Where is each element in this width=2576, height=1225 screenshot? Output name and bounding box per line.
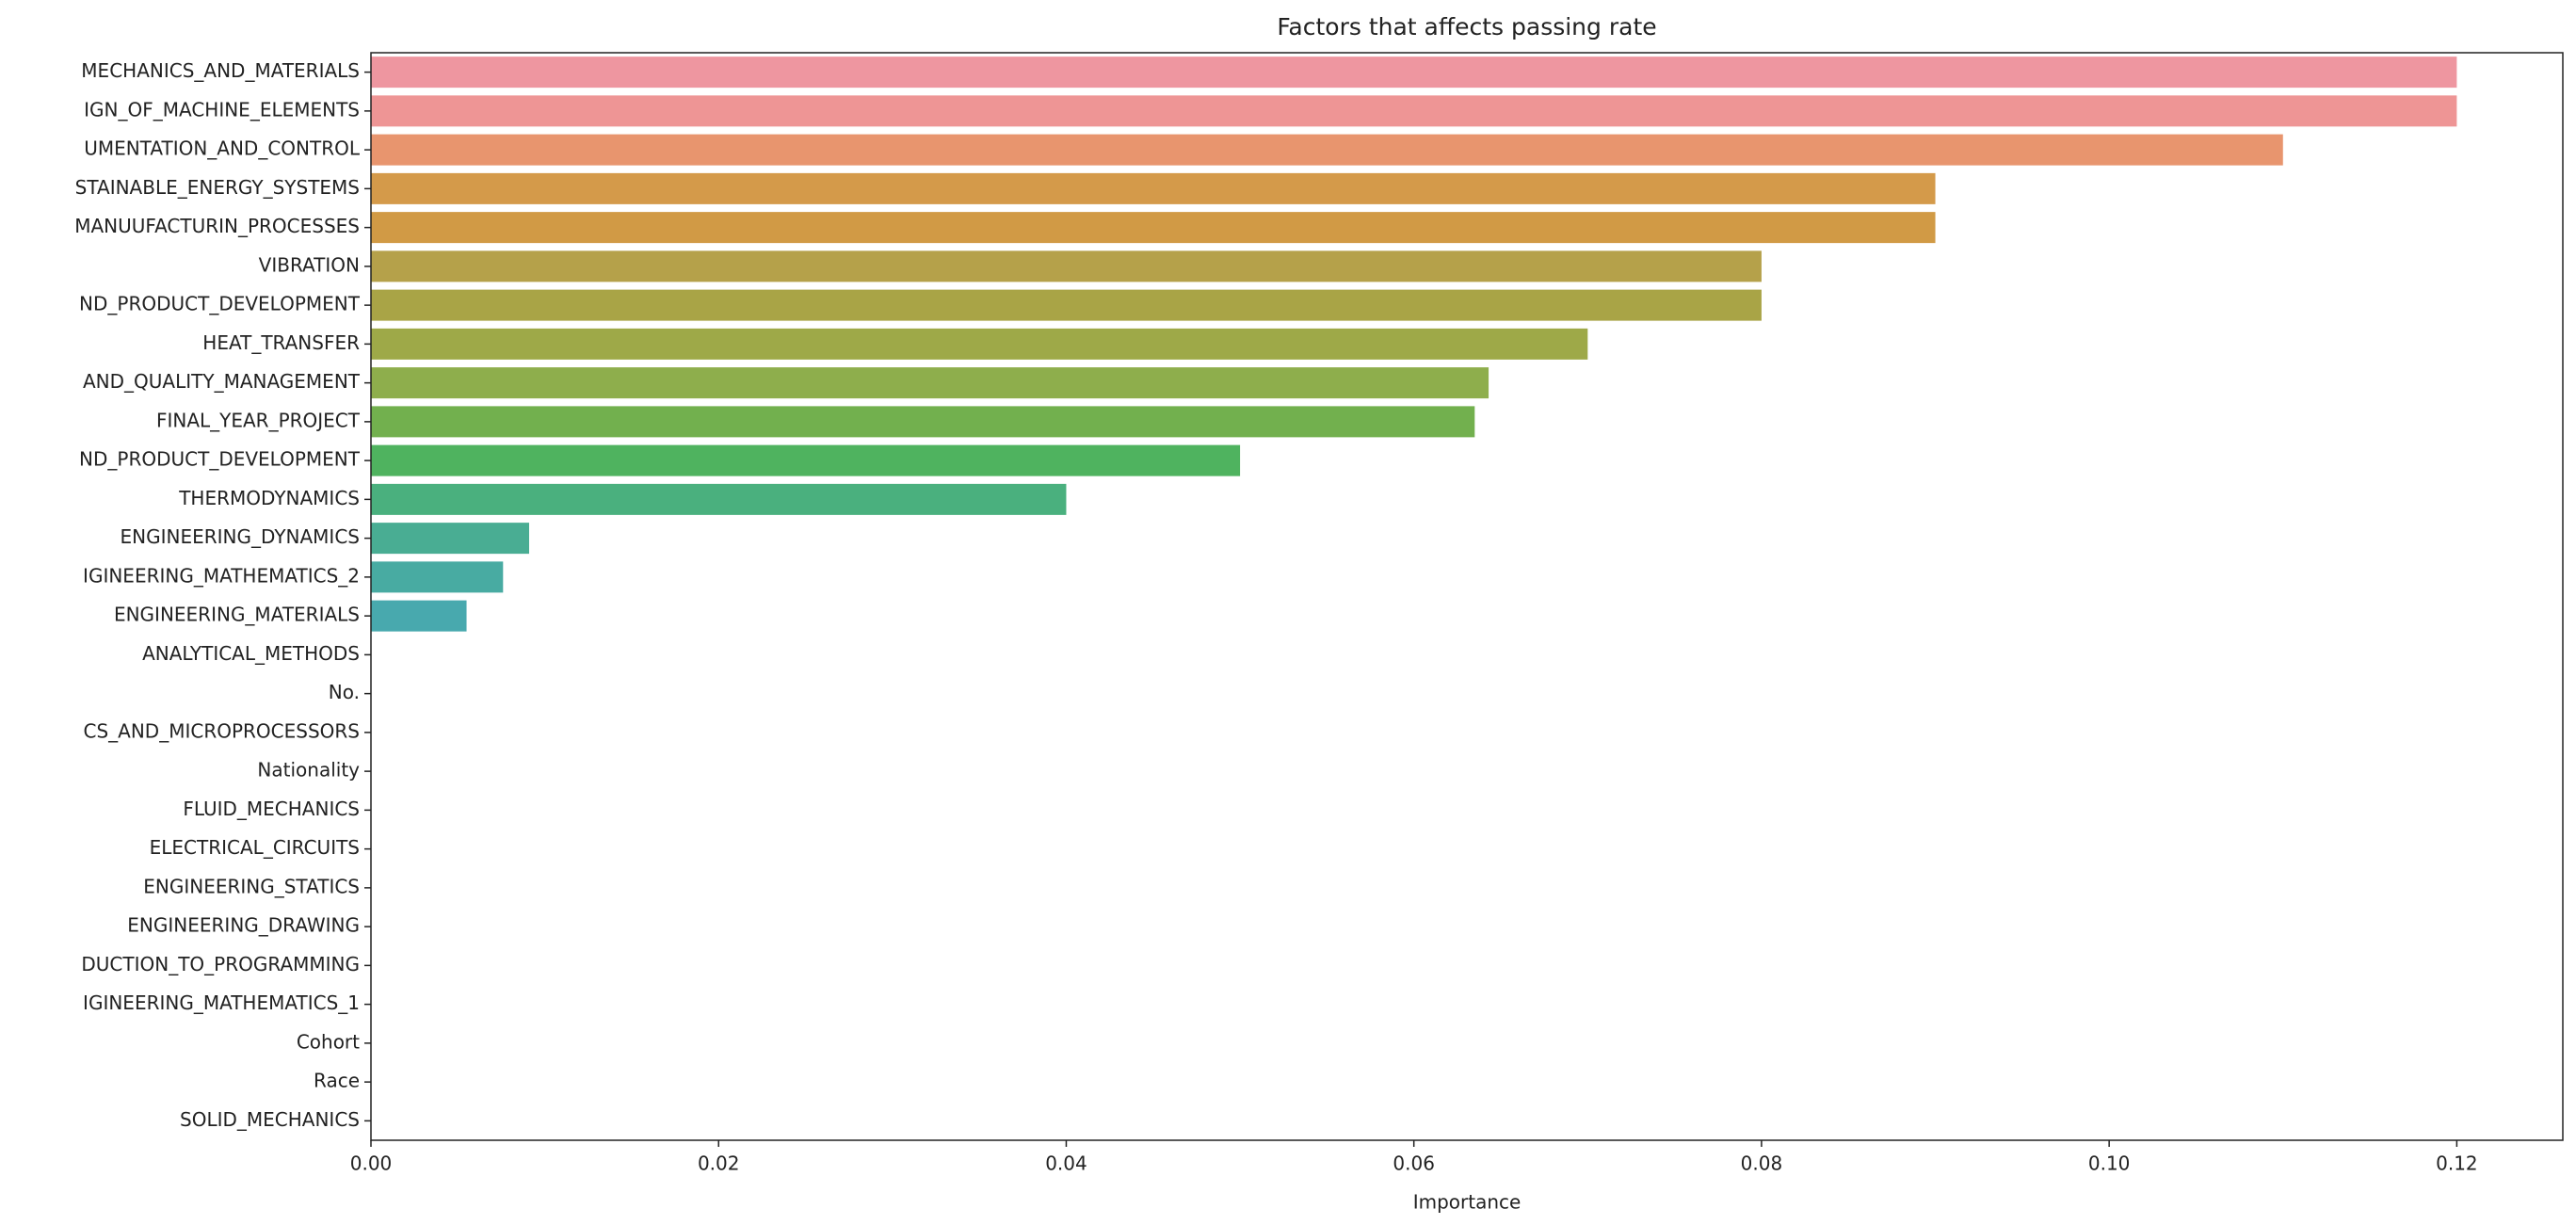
x-tick-label: 0.08 <box>1741 1152 1783 1175</box>
x-tick-label: 0.04 <box>1045 1152 1087 1175</box>
bar <box>371 328 1588 360</box>
y-tick-label: ND_PRODUCT_DEVELOPMENT <box>79 448 361 471</box>
y-tick-label: MECHANICS_AND_MATERIALS <box>81 59 360 82</box>
y-tick-label: VIBRATION <box>259 253 360 276</box>
bar <box>371 561 504 593</box>
bar <box>371 367 1489 399</box>
y-tick-label: ELECTRICAL_CIRCUITS <box>150 836 360 859</box>
y-tick-label: ENGINEERING_DRAWING <box>127 914 360 937</box>
bar <box>371 406 1475 438</box>
y-tick-label: FINAL_YEAR_PROJECT <box>156 409 361 431</box>
bar <box>371 250 1762 282</box>
chart-title: Factors that affects passing rate <box>1277 13 1656 40</box>
y-tick-label: No. <box>329 681 360 703</box>
y-tick-label: IGN_OF_MACHINE_ELEMENTS <box>84 98 360 121</box>
y-tick-label: THERMODYNAMICS <box>178 487 360 509</box>
y-tick-label: MANUUFACTURIN_PROCESSES <box>74 215 360 237</box>
bar <box>371 289 1762 321</box>
y-tick-label: Nationality <box>257 759 360 782</box>
x-tick-label: 0.10 <box>2088 1152 2131 1175</box>
bar <box>371 134 2283 166</box>
x-tick-label: 0.06 <box>1393 1152 1435 1175</box>
y-tick-label: IGINEERING_MATHEMATICS_2 <box>83 564 360 587</box>
bar <box>371 56 2457 89</box>
y-tick-label: ENGINEERING_STATICS <box>143 875 360 897</box>
x-tick-label: 0.00 <box>350 1152 393 1175</box>
y-tick-label: Race <box>314 1070 360 1092</box>
y-tick-label: STAINABLE_ENERGY_SYSTEMS <box>75 176 360 199</box>
y-tick-label: SOLID_MECHANICS <box>180 1108 360 1131</box>
y-tick-label: ENGINEERING_DYNAMICS <box>121 525 360 548</box>
y-tick-label: ENGINEERING_MATERIALS <box>114 604 360 626</box>
y-tick-label: HEAT_TRANSFER <box>202 331 360 354</box>
y-tick-label: IGINEERING_MATHEMATICS_1 <box>83 991 360 1014</box>
plot-frame <box>370 52 2564 1141</box>
y-tick-label: CS_AND_MICROPROCESSORS <box>84 719 361 742</box>
bar <box>371 600 467 632</box>
y-tick-label: UMENTATION_AND_CONTROL <box>84 137 361 160</box>
x-axis-label: Importance <box>1413 1191 1521 1214</box>
bar <box>371 172 1936 204</box>
y-tick-label: ND_PRODUCT_DEVELOPMENT <box>79 293 361 315</box>
bar <box>371 483 1067 515</box>
y-tick-label: DUCTION_TO_PROGRAMMING <box>81 953 360 975</box>
bar <box>371 212 1936 244</box>
bar <box>371 523 529 555</box>
x-tick-label: 0.12 <box>2436 1152 2478 1175</box>
y-tick-label: Cohort <box>297 1030 360 1053</box>
bar <box>371 95 2457 127</box>
bar <box>371 444 1241 476</box>
y-tick-label: ANALYTICAL_METHODS <box>142 642 360 665</box>
x-tick-label: 0.02 <box>698 1152 740 1175</box>
y-tick-label: FLUID_MECHANICS <box>183 798 360 820</box>
y-tick-label: AND_QUALITY_MANAGEMENT <box>83 370 361 393</box>
